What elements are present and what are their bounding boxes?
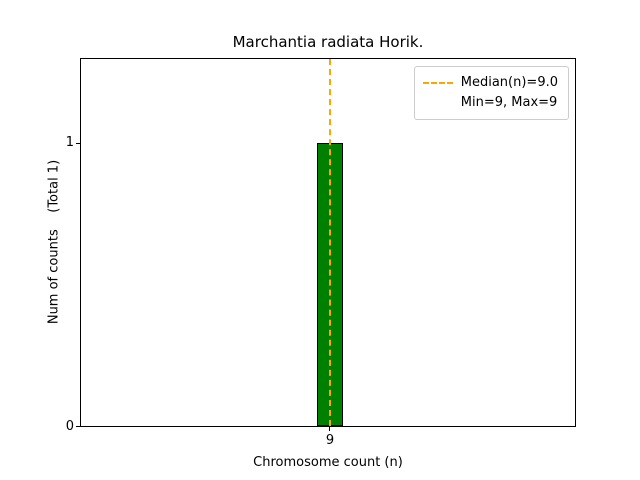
- y-axis-label: Num of counts (Total 1): [46, 159, 62, 325]
- x-tick-mark-9: [329, 427, 330, 431]
- chart-title: Marchantia radiata Horik.: [232, 33, 424, 51]
- legend-median-label: Median(n)=9.0: [460, 75, 558, 90]
- plot-area: Median(n)=9.0 Min=9, Max=9: [80, 58, 576, 427]
- y-tick-mark-0: [76, 426, 80, 427]
- legend-row-minmax: Min=9, Max=9: [423, 93, 558, 113]
- legend-row-median: Median(n)=9.0: [422, 73, 558, 93]
- x-tick-label-9: 9: [325, 433, 335, 448]
- legend-minmax-label: Min=9, Max=9: [460, 95, 558, 110]
- legend-median-dashed-line-sample: [422, 82, 453, 84]
- y-tick-mark-1: [76, 143, 80, 144]
- y-tick-label-0: 0: [65, 419, 74, 434]
- x-axis-label: Chromosome count (n): [253, 455, 403, 470]
- legend: Median(n)=9.0 Min=9, Max=9: [413, 66, 569, 120]
- y-tick-label-1: 1: [65, 135, 74, 150]
- legend-minmax-handle-spacer: [423, 102, 453, 104]
- median-line: [329, 59, 331, 426]
